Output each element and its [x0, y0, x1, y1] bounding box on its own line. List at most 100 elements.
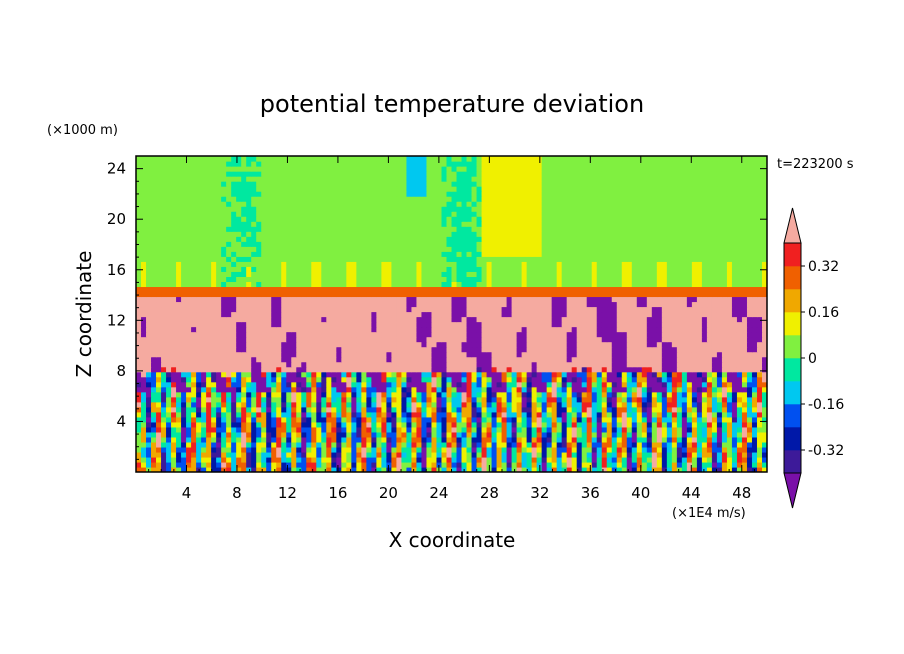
contour-cell: [606, 411, 613, 418]
contour-cell: [156, 386, 162, 393]
contour-cell: [446, 281, 453, 288]
contour-cell: [246, 321, 252, 328]
contour-cell: [396, 336, 403, 343]
contour-cell: [591, 381, 598, 388]
contour-cell: [311, 391, 317, 398]
contour-cell: [656, 446, 663, 453]
contour-cell: [436, 326, 443, 333]
contour-cell: [196, 326, 202, 333]
contour-cell: [486, 351, 493, 358]
contour-cell: [396, 431, 403, 438]
contour-cell: [491, 381, 498, 388]
contour-cell: [621, 301, 628, 308]
contour-cell: [256, 391, 262, 398]
contour-cell: [536, 321, 543, 328]
contour-cell: [281, 301, 287, 308]
contour-cell: [221, 356, 227, 363]
contour-cell: [181, 451, 187, 458]
contour-cell: [491, 461, 498, 468]
contour-cell: [646, 391, 653, 398]
contour-cell: [266, 311, 272, 318]
contour-cell: [626, 441, 633, 448]
contour-cell: [441, 316, 448, 323]
contour-cell: [376, 301, 382, 308]
contour-cell: [671, 356, 678, 363]
contour-cell: [136, 346, 142, 353]
contour-cell: [246, 326, 252, 333]
contour-cell: [286, 291, 292, 298]
contour-cell: [141, 391, 147, 398]
contour-cell: [696, 441, 703, 448]
contour-cell: [161, 296, 167, 303]
contour-cell: [286, 411, 292, 418]
contour-cell: [746, 376, 753, 383]
contour-cell: [306, 321, 312, 328]
contour-cell: [316, 406, 322, 413]
contour-cell: [656, 461, 663, 468]
contour-cell: [646, 381, 653, 388]
contour-cell: [511, 271, 518, 277]
contour-cell: [186, 376, 192, 383]
contour-cell: [531, 386, 538, 393]
contour-cell: [571, 431, 578, 438]
contour-cell: [391, 361, 398, 368]
contour-cell: [376, 366, 382, 373]
contour-cell: [481, 436, 488, 443]
contour-cell: [476, 291, 483, 298]
contour-cell: [381, 411, 387, 418]
contour-cell: [351, 346, 357, 353]
contour-cell: [261, 436, 267, 443]
contour-cell: [431, 396, 438, 403]
contour-cell: [291, 281, 297, 288]
contour-cell: [346, 386, 352, 393]
contour-cell: [211, 346, 217, 353]
contour-cell: [301, 451, 307, 458]
contour-cell: [401, 406, 408, 413]
contour-cell: [416, 336, 423, 343]
contour-cell: [616, 311, 623, 318]
contour-cell: [681, 421, 688, 428]
contour-cell: [256, 321, 262, 328]
contour-cell: [701, 346, 708, 353]
contour-cell: [531, 286, 538, 293]
contour-cell: [761, 281, 767, 288]
contour-cell: [386, 431, 393, 438]
contour-cell: [741, 376, 748, 383]
contour-cell: [591, 326, 598, 333]
contour-cell: [401, 331, 408, 338]
contour-cell: [351, 341, 357, 348]
contour-cell: [151, 451, 157, 458]
contour-cell: [576, 436, 583, 443]
contour-cell: [156, 381, 162, 388]
contour-cell: [536, 376, 543, 383]
contour-cell: [226, 396, 232, 403]
contour-cell: [241, 371, 247, 378]
contour-cell: [706, 346, 713, 353]
contour-cell: [466, 316, 473, 323]
contour-cell: [651, 386, 658, 393]
contour-cell: [331, 366, 337, 373]
contour-cell: [491, 356, 498, 363]
contour-cell: [626, 341, 633, 348]
contour-cell: [501, 466, 508, 472]
contour-cell: [456, 451, 463, 458]
contour-cell: [236, 376, 242, 383]
contour-cell: [286, 316, 292, 323]
contour-cell: [376, 386, 382, 393]
contour-cell: [196, 421, 202, 428]
contour-cell: [716, 326, 723, 333]
contour-cell: [341, 271, 347, 277]
contour-cell: [391, 466, 398, 472]
contour-cell: [216, 371, 222, 378]
contour-cell: [376, 401, 382, 408]
contour-cell: [251, 301, 257, 308]
contour-cell: [511, 456, 518, 463]
contour-cell: [551, 331, 558, 338]
contour-cell: [526, 466, 533, 472]
contour-cell: [176, 331, 182, 338]
contour-cell: [586, 441, 593, 448]
contour-cell: [271, 356, 277, 363]
contour-cell: [166, 461, 172, 468]
contour-cell: [166, 311, 172, 318]
contour-cell: [391, 301, 398, 308]
